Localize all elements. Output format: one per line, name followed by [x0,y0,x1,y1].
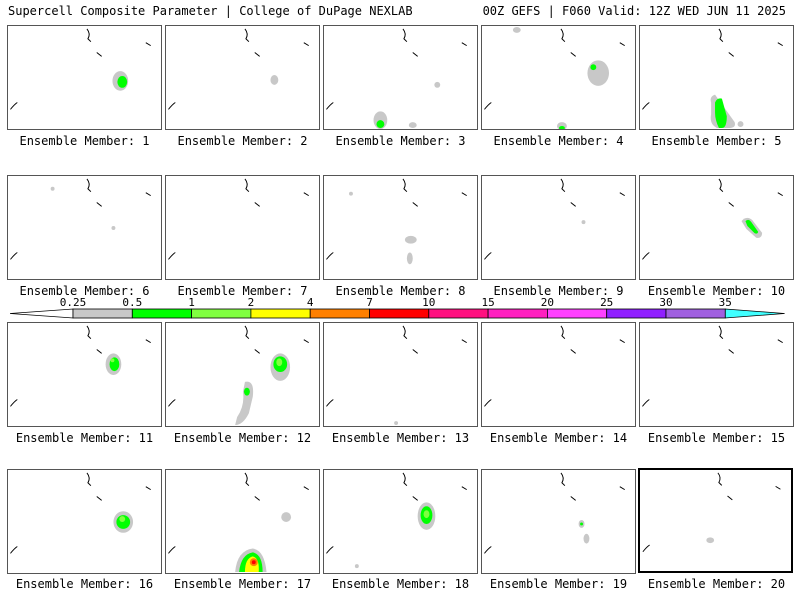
panel-2-map [168,28,309,110]
panel-14-map [484,325,625,407]
panel-12-map [168,325,309,426]
ensemble-panel-16[interactable] [7,469,162,574]
scp-contour-05 [117,76,128,88]
panel-20-map [642,472,781,553]
panel-18-map [326,472,467,569]
colorbar-tick-label: 0.5 [122,297,142,309]
ensemble-panel-1[interactable] [7,25,162,130]
panel-19-map [484,472,625,554]
panel-1-map [10,28,151,110]
panel-16-map [10,472,151,554]
colorbar-tick-label: 20 [541,297,554,309]
ensemble-panel-11[interactable] [7,322,162,427]
panel-3-map [326,28,467,129]
colorbar-tick-label: 0.25 [60,297,87,309]
panel-9-map [484,178,625,260]
colorbar-tick-label: 15 [481,297,494,309]
panel-label: Ensemble Member: 9 [493,284,624,298]
panel-label: Ensemble Member: 5 [651,134,782,148]
ensemble-panel-10[interactable] [639,175,794,280]
panel-13-map [326,325,467,426]
colorbar-tick-label: 10 [422,297,435,309]
colorbar-tick-label: 4 [307,297,314,309]
panel-label: Ensemble Member: 18 [331,577,470,591]
panel-label: Ensemble Member: 4 [493,134,624,148]
panel-label: Ensemble Member: 12 [173,431,312,445]
map-title: Supercell Composite Parameter | College … [8,4,413,18]
colorbar-segment [191,308,252,319]
ensemble-panel-4[interactable] [481,25,636,130]
panel-label: Ensemble Member: 15 [647,431,786,445]
panel-label: Ensemble Member: 17 [173,577,312,591]
panel-17-map [168,472,309,573]
panel-label: Ensemble Member: 11 [15,431,154,445]
colorbar-tick-label: 35 [719,297,732,309]
colorbar-tick-label: 25 [600,297,613,309]
colorbar-segment [487,308,548,319]
ensemble-panel-9[interactable] [481,175,636,280]
panel-label: Ensemble Member: 7 [177,284,308,298]
panel-label: Ensemble Member: 16 [15,577,154,591]
colorbar-segment [665,308,726,319]
colorbar-tick-label: 30 [659,297,672,309]
colorbar-segment [369,308,430,319]
ensemble-panel-18[interactable] [323,469,478,574]
panel-6-map [10,178,151,260]
panel-4-map [484,26,625,129]
panel-7-map [168,178,309,260]
ensemble-panel-12[interactable] [165,322,320,427]
ensemble-panel-14[interactable] [481,322,636,427]
panel-5-map [642,28,783,129]
ensemble-panel-15[interactable] [639,322,794,427]
ensemble-panel-17[interactable] [165,469,320,574]
colorbar-tick-label: 7 [366,297,373,309]
panel-label: Ensemble Member: 1 [19,134,150,148]
ensemble-panel-3[interactable] [323,25,478,130]
ensemble-panel-7[interactable] [165,175,320,280]
ensemble-panel-20[interactable] [638,468,793,573]
run-valid-time: 00Z GEFS | F060 Valid: 12Z WED JUN 11 20… [482,4,786,18]
colorbar-segment [547,308,608,319]
ensemble-panel-8[interactable] [323,175,478,280]
colorbar-segment [724,308,785,319]
panel-8-map [326,178,467,265]
colorbar-segment [606,308,667,319]
colorbar-segment [309,308,370,319]
colorbar-left-arrow [10,308,74,319]
panel-label: Ensemble Member: 6 [19,284,150,298]
panel-label: Ensemble Member: 8 [335,284,466,298]
colorbar-segment [131,308,193,319]
ensemble-panel-6[interactable] [7,175,162,280]
panel-label: Ensemble Member: 14 [489,431,628,445]
panel-15-map [642,325,783,407]
panel-label: Ensemble Member: 2 [177,134,308,148]
colorbar-tick-label: 2 [248,297,255,309]
ensemble-panel-13[interactable] [323,322,478,427]
color-scale-legend: 0.25 0.5 1 2 4 7 10 15 20 25 30 35 [10,297,785,319]
colorbar-segment [428,308,489,319]
panel-10-map [642,178,783,260]
ensemble-panel-5[interactable] [639,25,794,130]
ensemble-panel-19[interactable] [481,469,636,574]
colorbar-segment [250,308,311,319]
panel-label: Ensemble Member: 13 [331,431,470,445]
panel-label: Ensemble Member: 19 [489,577,628,591]
panel-label: Ensemble Member: 3 [335,134,466,148]
colorbar-segment [72,308,133,319]
ensemble-panel-2[interactable] [165,25,320,130]
panel-label: Ensemble Member: 20 [647,577,786,591]
panel-11-map [10,325,151,407]
panel-label: Ensemble Member: 10 [647,284,786,298]
colorbar-tick-label: 1 [188,297,195,309]
